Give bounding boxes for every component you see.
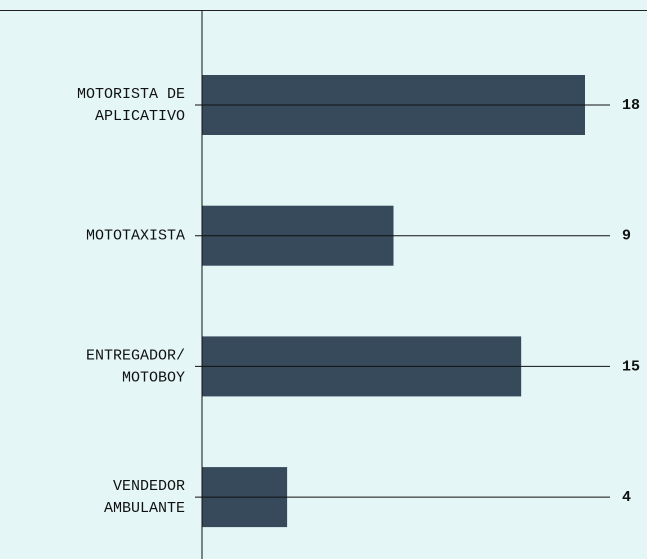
category-label: MOTOTAXISTA [86, 228, 185, 245]
value-label: 15 [622, 358, 640, 375]
category-label: VENDEDOR [113, 478, 185, 495]
category-label: AMBULANTE [104, 500, 185, 517]
category-label: MOTOBOY [122, 369, 185, 386]
category-label: APLICATIVO [95, 108, 185, 125]
value-label: 4 [622, 489, 631, 506]
value-label: 9 [622, 228, 631, 245]
category-label: ENTREGADOR/ [86, 347, 185, 364]
value-label: 18 [622, 97, 640, 114]
category-label: MOTORISTA DE [77, 86, 185, 103]
